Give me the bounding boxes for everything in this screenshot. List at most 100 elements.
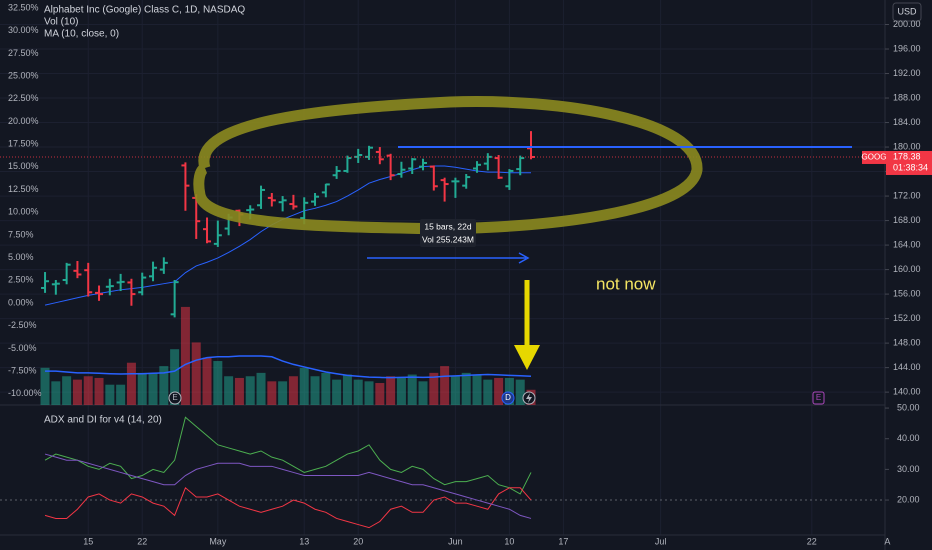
volume-bar [170, 349, 180, 405]
volume-bar [245, 376, 255, 405]
y2-tick-label: 27.50% [8, 48, 39, 58]
y-tick-label: 168.00 [893, 215, 921, 225]
y2-tick-label: -2.50% [8, 320, 37, 330]
volume-bar [353, 379, 363, 405]
annotation: not now [596, 274, 656, 293]
event-icon[interactable] [168, 391, 182, 405]
x-tick-label: Jul [655, 536, 667, 546]
y-tick-label: 148.00 [893, 337, 921, 347]
y2-tick-label: 32.50% [8, 2, 39, 12]
y2-tick-label: -7.50% [8, 366, 37, 376]
adx-tick-label: 40.00 [897, 433, 920, 443]
ellipse-drawing [193, 96, 703, 235]
y-tick-label: 140.00 [893, 387, 921, 397]
volume-bar [342, 374, 352, 405]
y-tick-label: 160.00 [893, 264, 921, 274]
y2-tick-label: 17.50% [8, 139, 39, 149]
measure-arrow-head [518, 252, 530, 264]
symbol-box [862, 150, 886, 164]
measure-volume: Vol 255.243M [422, 234, 474, 244]
volume-bar [472, 374, 482, 405]
volume-ma [45, 355, 532, 379]
volume-bar [407, 374, 417, 405]
volume-bar [396, 377, 406, 405]
adx-tick-label: 20.00 [897, 494, 920, 504]
y2-tick-label: 22.50% [8, 93, 39, 103]
x-tick-label: 20 [353, 536, 363, 546]
measure-bars: 15 bars, 22d [424, 221, 472, 231]
grid [0, 0, 885, 535]
volume-bar [515, 379, 525, 405]
title: Alphabet Inc (Google) Class C, 1D, NASDA… [44, 5, 245, 16]
y-tick-label: 184.00 [893, 117, 921, 127]
volume-bar [504, 377, 514, 405]
volume-bar [440, 366, 450, 405]
x-tick-label: 22 [807, 536, 817, 546]
x-tick-label: 15 [83, 536, 93, 546]
volume-layer [40, 306, 536, 405]
y2-tick-label: 15.00% [8, 161, 39, 171]
y-tick-label: 180.00 [893, 141, 921, 151]
volume-bar [418, 381, 428, 405]
volume-bar [483, 379, 493, 405]
adx-line [44, 416, 532, 495]
x-tick-label: May [209, 536, 227, 546]
volume-bar [256, 372, 266, 405]
volume-bar [288, 376, 298, 405]
adx-line [44, 486, 532, 529]
volume-bar [450, 376, 460, 405]
ma-legend: MA (10, close, 0) [44, 29, 119, 40]
y-tick-label: 188.00 [893, 92, 921, 102]
y2-tick-label: 5.00% [8, 252, 34, 262]
ma-line [44, 165, 532, 306]
y2-tick-label: 0.00% [8, 297, 34, 307]
lightning-icon [526, 393, 532, 403]
y-tick-label: 144.00 [893, 362, 921, 372]
volume-bar [213, 361, 223, 405]
adx-layer: 50.00 40.00 30.00 20.00 [0, 402, 920, 529]
y-tick-label: 152.00 [893, 313, 921, 323]
measure-box [420, 219, 476, 247]
volume-bar [191, 342, 201, 405]
volume-bar [386, 376, 396, 405]
y2-tick-label: 25.00% [8, 70, 39, 80]
y-tick-label: 196.00 [893, 43, 921, 53]
volume-bar [105, 384, 115, 405]
y-tick-label: 156.00 [893, 288, 921, 298]
volume-bar [224, 376, 234, 405]
x-tick-label: 17 [558, 536, 568, 546]
price-box [886, 150, 932, 175]
adx-tick-label: 30.00 [897, 464, 920, 474]
y-tick-label: 192.00 [893, 68, 921, 78]
y2-tick-label: -10.00% [8, 388, 42, 398]
volume-bar [94, 377, 104, 405]
volume-bar [461, 372, 471, 405]
volume-bar [278, 381, 288, 405]
volume-bar [116, 384, 126, 405]
volume-bar [180, 306, 190, 405]
y2-tick-label: 10.00% [8, 207, 39, 217]
volume-bar [267, 381, 277, 405]
last-price-label: 178.38 [893, 151, 921, 161]
down-arrow-head [514, 345, 540, 370]
event-icon[interactable] [501, 391, 515, 405]
y2-tick-label: 20.00% [8, 116, 39, 126]
volume-bar [429, 372, 439, 405]
volume-bar [310, 376, 320, 405]
volume-bar [159, 366, 169, 405]
volume-legend: Vol (10) [44, 17, 78, 28]
x-tick-label: 13 [299, 536, 309, 546]
x-tick-label: A [884, 536, 890, 546]
volume-bar [494, 377, 504, 405]
volume-bar [72, 379, 82, 405]
y2-tick-label: 2.50% [8, 275, 34, 285]
adx-legend: ADX and DI for v4 (14, 20) [44, 415, 162, 426]
adx-line [44, 453, 532, 519]
y2-tick-label: -5.00% [8, 343, 37, 353]
y-tick-label: 164.00 [893, 239, 921, 249]
event-icon[interactable] [812, 391, 825, 405]
currency-button[interactable] [892, 2, 922, 22]
currency[interactable]: USD [897, 6, 917, 16]
